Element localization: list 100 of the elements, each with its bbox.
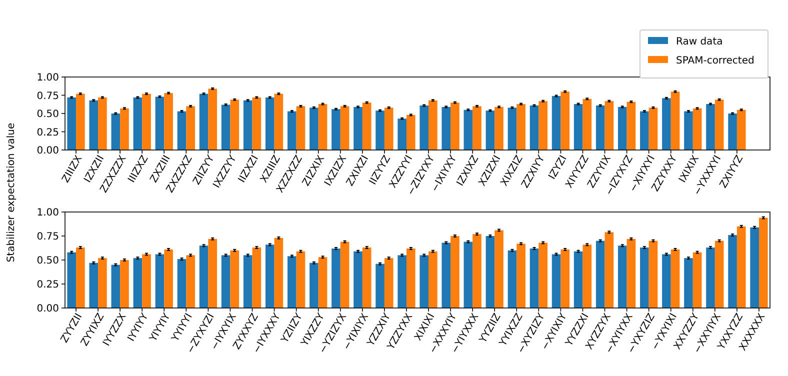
bar <box>296 106 306 150</box>
bar <box>398 255 406 308</box>
bar <box>199 246 208 308</box>
bar <box>604 232 614 308</box>
bar <box>736 110 746 150</box>
bar <box>662 98 671 150</box>
y-tick-label: 0.75 <box>36 232 59 242</box>
bar <box>552 96 561 150</box>
bar <box>516 104 526 150</box>
bar <box>406 248 416 308</box>
bar <box>736 226 746 308</box>
y-tick-label: 0.25 <box>36 280 59 290</box>
bar <box>516 244 526 308</box>
y-axis-title: Stabilizer expectation value <box>6 122 17 262</box>
bar <box>560 249 570 308</box>
bar <box>618 246 627 308</box>
bar <box>538 242 548 308</box>
bar <box>155 96 164 150</box>
bar <box>670 249 680 308</box>
bar <box>406 114 416 150</box>
bar <box>243 255 252 308</box>
y-tick-label: 1.00 <box>36 72 59 84</box>
bar <box>472 234 482 308</box>
bar <box>199 94 208 150</box>
bar <box>464 110 473 150</box>
bar <box>354 106 362 150</box>
bar <box>582 244 592 308</box>
bar <box>684 258 693 308</box>
bar <box>472 106 482 150</box>
bar <box>111 114 120 150</box>
bar <box>252 97 262 150</box>
bar <box>288 111 296 150</box>
bar <box>296 251 306 308</box>
bar <box>538 101 548 150</box>
bar <box>428 251 438 308</box>
bar <box>494 230 504 308</box>
legend-label: Raw data <box>676 36 723 48</box>
bar <box>648 240 658 308</box>
bar <box>310 108 318 150</box>
bar <box>450 236 460 308</box>
bar <box>684 111 693 150</box>
bar <box>332 109 340 150</box>
bar <box>155 254 164 308</box>
bar <box>89 262 98 308</box>
y-tick-label: 0.00 <box>36 304 59 314</box>
bar <box>574 251 583 308</box>
bar <box>265 97 274 150</box>
bar <box>750 227 759 308</box>
bar <box>67 97 76 150</box>
bar <box>362 248 372 308</box>
bar <box>530 105 539 150</box>
bar <box>111 264 120 308</box>
bar <box>142 94 151 150</box>
y-tick-label: 0.50 <box>36 256 59 266</box>
bar <box>376 110 384 150</box>
bar <box>98 258 107 308</box>
bar <box>340 106 350 150</box>
bar <box>420 105 429 150</box>
bar <box>692 252 702 308</box>
y-tick-label: 0.00 <box>36 146 59 156</box>
bar <box>384 258 394 308</box>
bar <box>274 94 284 150</box>
bar <box>208 238 218 308</box>
bar <box>221 104 230 150</box>
bar <box>89 100 98 150</box>
bar <box>177 111 186 150</box>
y-tick-label: 0.50 <box>36 109 59 120</box>
bar <box>508 108 517 150</box>
bar <box>354 251 362 308</box>
bar <box>706 104 715 150</box>
bar <box>177 259 186 308</box>
bar <box>288 256 296 308</box>
bar <box>714 100 724 150</box>
bar <box>340 242 350 308</box>
bar <box>494 106 504 150</box>
bar <box>442 242 451 308</box>
bar <box>670 92 680 150</box>
bar <box>252 248 262 308</box>
bar <box>362 102 372 150</box>
bar <box>133 97 142 150</box>
bar <box>76 248 85 308</box>
bar <box>640 111 649 150</box>
bar <box>133 258 142 308</box>
bar <box>265 244 274 308</box>
bar <box>120 260 129 308</box>
bar <box>384 108 394 150</box>
bar <box>243 100 252 150</box>
bar <box>552 254 561 308</box>
bar <box>574 104 583 150</box>
bar <box>640 248 649 308</box>
bar <box>420 255 429 308</box>
y-tick-label: 0.25 <box>36 127 59 138</box>
bar <box>728 235 737 308</box>
bar <box>706 248 715 308</box>
bar <box>618 106 627 150</box>
bar <box>596 240 605 308</box>
y-tick-label: 1.00 <box>36 208 59 218</box>
bar <box>692 108 702 150</box>
bar <box>221 255 230 308</box>
bar <box>274 238 284 308</box>
